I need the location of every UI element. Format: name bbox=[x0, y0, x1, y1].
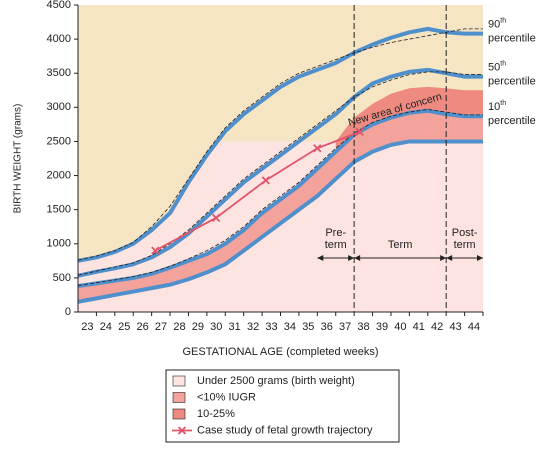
y-axis-label: BIRTH WEIGHT (grams) bbox=[13, 104, 24, 214]
percentile-text: percentile bbox=[488, 33, 536, 45]
y-tick-label: 500 bbox=[53, 272, 71, 284]
y-tick-label: 0 bbox=[65, 306, 71, 318]
x-tick-label: 26 bbox=[137, 321, 149, 333]
percentile-number: 50th bbox=[488, 60, 506, 73]
legend-swatch bbox=[172, 408, 186, 420]
x-tick-label: 41 bbox=[413, 321, 425, 333]
x-tick-label: 35 bbox=[302, 321, 314, 333]
legend-label: <10% IUGR bbox=[197, 391, 256, 403]
period-label: Pre- bbox=[325, 227, 346, 239]
percentile-text: percentile bbox=[488, 76, 536, 88]
x-tick-label: 37 bbox=[339, 321, 351, 333]
legend-label: Under 2500 grams (birth weight) bbox=[197, 375, 355, 387]
x-tick-label: 40 bbox=[394, 321, 406, 333]
period-label: term bbox=[454, 239, 476, 251]
percentile-number: 10th bbox=[488, 100, 506, 113]
dashed-line bbox=[77, 28, 483, 261]
percentile-number-text: 50 bbox=[488, 62, 500, 74]
percentile-text: percentile bbox=[488, 115, 536, 127]
x-tick-label: 39 bbox=[376, 321, 388, 333]
period-label: Term bbox=[388, 239, 412, 251]
x-tick-label: 25 bbox=[118, 321, 130, 333]
x-tick-label: 34 bbox=[284, 321, 296, 333]
marker-cross bbox=[151, 246, 160, 255]
percentile-suffix: th bbox=[500, 100, 506, 107]
x-tick-label: 27 bbox=[155, 321, 167, 333]
percentile-number: 90th bbox=[488, 17, 506, 30]
y-tick-label: 4000 bbox=[47, 33, 71, 45]
x-tick-label: 38 bbox=[357, 321, 369, 333]
legend-box bbox=[165, 369, 400, 443]
period-label: Post- bbox=[452, 227, 478, 239]
x-tick-label: 33 bbox=[265, 321, 277, 333]
x-tick-label: 30 bbox=[210, 321, 222, 333]
band bbox=[78, 110, 483, 302]
x-tick-label: 29 bbox=[192, 321, 204, 333]
y-tick-label: 3500 bbox=[47, 67, 71, 79]
band bbox=[335, 86, 483, 152]
watermark: dxy.com bbox=[6, 6, 72, 36]
percentile-line bbox=[77, 139, 483, 304]
x-tick-label: 44 bbox=[468, 321, 480, 333]
y-tick-label: 1500 bbox=[47, 204, 71, 216]
legend-label: Case study of fetal growth trajectory bbox=[197, 424, 373, 436]
x-tick-label: 31 bbox=[229, 321, 241, 333]
y-tick-label: 4500 bbox=[47, 0, 71, 11]
dashed-line bbox=[77, 108, 483, 286]
marker-cross bbox=[355, 127, 364, 137]
percentile-suffix: th bbox=[500, 60, 506, 67]
trajectory-marker bbox=[261, 176, 270, 185]
period-label: term bbox=[325, 239, 347, 251]
y-tick-label: 2000 bbox=[47, 169, 71, 181]
dashed-line bbox=[77, 71, 483, 276]
percentile-line bbox=[77, 67, 483, 278]
percentile-line bbox=[77, 108, 483, 289]
trajectory-marker bbox=[313, 144, 322, 153]
marker-cross bbox=[261, 176, 270, 185]
x-tick-label: 42 bbox=[431, 321, 443, 333]
marker-cross bbox=[211, 213, 221, 222]
x-tick-label: 24 bbox=[100, 321, 112, 333]
x-tick-label: 32 bbox=[247, 321, 259, 333]
trajectory-marker bbox=[355, 127, 364, 137]
percentile-suffix: th bbox=[500, 17, 506, 24]
marker-cross bbox=[313, 144, 322, 153]
trajectory-marker bbox=[151, 246, 160, 255]
y-tick-label: 3000 bbox=[47, 101, 71, 113]
legend-swatch bbox=[172, 375, 186, 387]
y-tick-label: 1000 bbox=[47, 238, 71, 250]
percentile-line bbox=[77, 26, 483, 263]
trajectory-marker bbox=[211, 213, 221, 222]
x-axis-label: GESTATIONAL AGE (completed weeks) bbox=[182, 346, 378, 358]
x-tick-label: 28 bbox=[173, 321, 185, 333]
x-tick-label: 23 bbox=[81, 321, 93, 333]
y-tick-label: 2500 bbox=[47, 135, 71, 147]
legend-swatch bbox=[172, 392, 186, 403]
legend-marker bbox=[177, 426, 187, 435]
percentile-number-text: 90 bbox=[488, 19, 500, 31]
x-tick-label: 43 bbox=[449, 321, 461, 333]
percentile-number-text: 10 bbox=[488, 101, 500, 113]
x-tick-label: 36 bbox=[321, 321, 333, 333]
legend-label: 10-25% bbox=[197, 408, 235, 420]
